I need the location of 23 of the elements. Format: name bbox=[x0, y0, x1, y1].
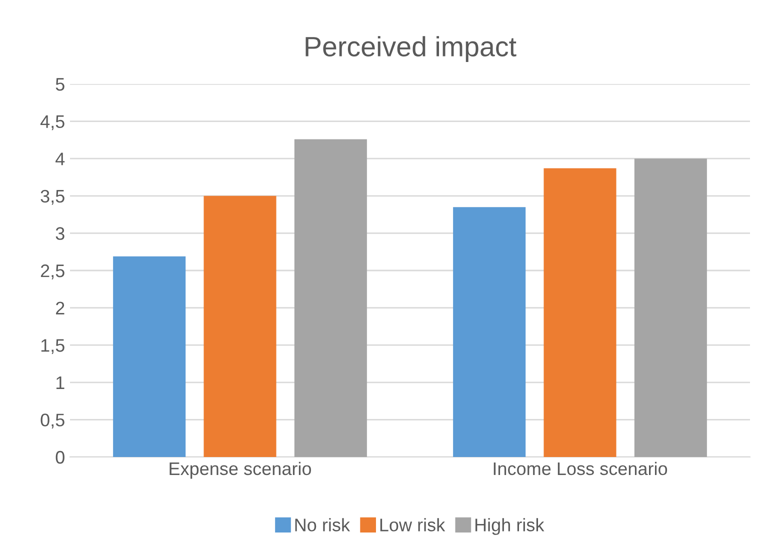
y-tick-label: 2 bbox=[56, 302, 64, 314]
x-tick-label: Expense scenario bbox=[170, 462, 312, 479]
y-tick-label: 0 bbox=[56, 450, 64, 464]
legend-label: High risk bbox=[475, 518, 544, 535]
y-tick-label: 0,5 bbox=[40, 414, 64, 429]
bar bbox=[113, 256, 186, 457]
bar bbox=[634, 158, 707, 457]
bar bbox=[204, 196, 276, 457]
legend-label: No risk bbox=[295, 518, 350, 532]
y-tick-label: 1,5 bbox=[41, 339, 64, 354]
y-tick-label: 4,5 bbox=[40, 115, 64, 130]
chart-title: Perceived impact bbox=[306, 36, 516, 62]
y-tick-label: 3 bbox=[56, 227, 64, 240]
y-tick-label: 1 bbox=[56, 376, 64, 389]
y-tick-label: 2,5 bbox=[40, 264, 64, 280]
y-tick-label: 3,5 bbox=[40, 190, 64, 205]
legend-label: Low risk bbox=[380, 518, 446, 532]
bar bbox=[544, 168, 616, 457]
bar bbox=[453, 207, 526, 457]
bar bbox=[294, 139, 367, 457]
y-tick-label: 4 bbox=[56, 152, 65, 166]
x-tick-label: Income Loss scenario bbox=[494, 462, 668, 476]
y-tick-label: 5 bbox=[56, 78, 64, 91]
